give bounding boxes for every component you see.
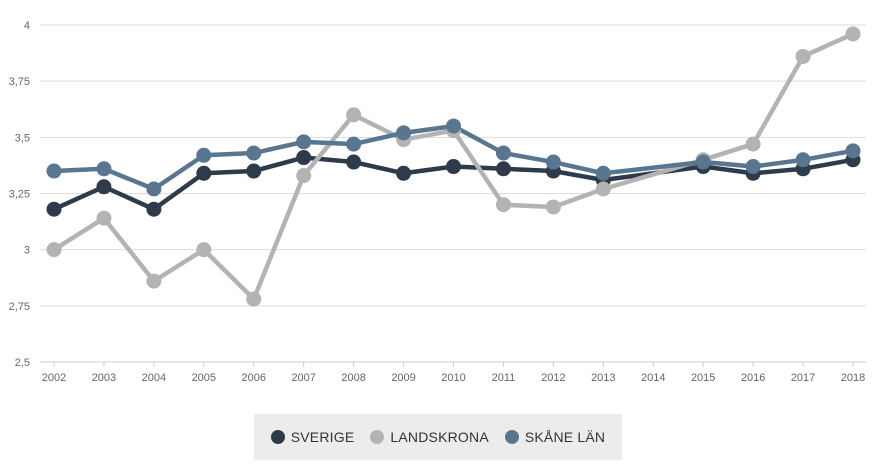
legend-item[interactable]: SKÅNE LÄN — [504, 429, 606, 445]
data-point[interactable] — [246, 163, 262, 179]
y-axis-ticks: 2,5 2,75 3 3,25 3,5 3,75 4 — [9, 20, 30, 369]
series-line-sk-ne-l-n — [51, 123, 856, 192]
x-tick-label: 2012 — [541, 372, 565, 384]
data-point[interactable] — [545, 154, 561, 170]
data-point[interactable] — [246, 291, 262, 307]
data-point[interactable] — [845, 143, 861, 159]
legend-label: SVERIGE — [290, 429, 355, 445]
x-tick-label: 2014 — [641, 372, 665, 384]
data-point[interactable] — [595, 181, 611, 197]
data-point[interactable] — [296, 134, 312, 150]
data-point[interactable] — [346, 107, 362, 123]
legend-label: LANDSKRONA — [390, 429, 489, 445]
data-point[interactable] — [396, 165, 412, 181]
data-point[interactable] — [96, 210, 112, 226]
y-tick-label: 4 — [24, 20, 30, 32]
series-line-sverige — [51, 155, 856, 212]
x-tick-label: 2002 — [42, 372, 66, 384]
data-point[interactable] — [396, 125, 412, 141]
data-point[interactable] — [296, 150, 312, 166]
data-point[interactable] — [246, 145, 262, 161]
y-tick-label: 2,75 — [9, 301, 30, 313]
data-point[interactable] — [695, 154, 711, 170]
data-point[interactable] — [196, 242, 212, 258]
x-tick-label: 2015 — [691, 372, 715, 384]
legend-marker — [270, 430, 285, 444]
data-point[interactable] — [146, 181, 162, 197]
data-point[interactable] — [495, 161, 511, 177]
legend-label: SKÅNE LÄN — [524, 429, 606, 445]
x-tick-label: 2017 — [791, 372, 815, 384]
data-point[interactable] — [96, 179, 112, 195]
data-point[interactable] — [495, 197, 511, 213]
data-point[interactable] — [196, 147, 212, 163]
legend-marker — [370, 430, 385, 444]
grid-lines — [40, 24, 866, 363]
data-point[interactable] — [745, 136, 761, 152]
data-point[interactable] — [46, 201, 62, 217]
series-points — [46, 26, 861, 307]
data-point[interactable] — [146, 201, 162, 217]
data-point[interactable] — [795, 152, 811, 168]
data-point[interactable] — [196, 165, 212, 181]
data-point[interactable] — [495, 145, 511, 161]
x-tick-label: 2013 — [591, 372, 615, 384]
x-tick-label: 2018 — [841, 372, 865, 384]
data-point[interactable] — [545, 199, 561, 215]
y-tick-label: 3 — [24, 245, 30, 257]
data-point[interactable] — [296, 168, 312, 184]
x-tick-label: 2005 — [192, 372, 216, 384]
data-point[interactable] — [446, 159, 461, 175]
data-point[interactable] — [346, 154, 362, 170]
x-tick-label: 2009 — [391, 372, 415, 384]
chart-legend: SVERIGE LANDSKRONA SKÅNE LÄN — [254, 414, 622, 460]
legend-marker — [504, 430, 519, 444]
y-tick-label: 3,25 — [9, 189, 30, 201]
series-lines — [51, 31, 856, 302]
data-point[interactable] — [845, 26, 861, 42]
data-point[interactable] — [595, 165, 611, 181]
x-axis-ticks: 2002 2003 2004 2005 2006 2007 2008 2009 2010 2011… — [42, 362, 865, 384]
x-tick-label: 2016 — [741, 372, 765, 384]
data-point[interactable] — [346, 136, 362, 152]
x-tick-label: 2007 — [291, 372, 315, 384]
data-point[interactable] — [745, 159, 761, 175]
y-tick-label: 3,5 — [15, 132, 30, 144]
data-point[interactable] — [146, 273, 162, 289]
x-tick-label: 2003 — [92, 372, 116, 384]
series-line-landskrona — [51, 31, 856, 302]
legend-item[interactable]: SVERIGE — [270, 429, 355, 445]
legend-item[interactable]: LANDSKRONA — [370, 429, 489, 445]
y-tick-label: 3,75 — [9, 76, 30, 88]
data-point[interactable] — [46, 242, 62, 258]
data-point[interactable] — [46, 163, 62, 179]
y-tick-label: 2,5 — [15, 357, 30, 369]
x-tick-label: 2008 — [341, 372, 365, 384]
data-point[interactable] — [446, 118, 461, 134]
data-point[interactable] — [795, 48, 811, 64]
x-tick-label: 2004 — [142, 372, 166, 384]
data-point[interactable] — [96, 161, 112, 177]
x-tick-label: 2011 — [492, 372, 516, 384]
x-tick-label: 2006 — [242, 372, 266, 384]
x-tick-label: 2010 — [441, 372, 465, 384]
